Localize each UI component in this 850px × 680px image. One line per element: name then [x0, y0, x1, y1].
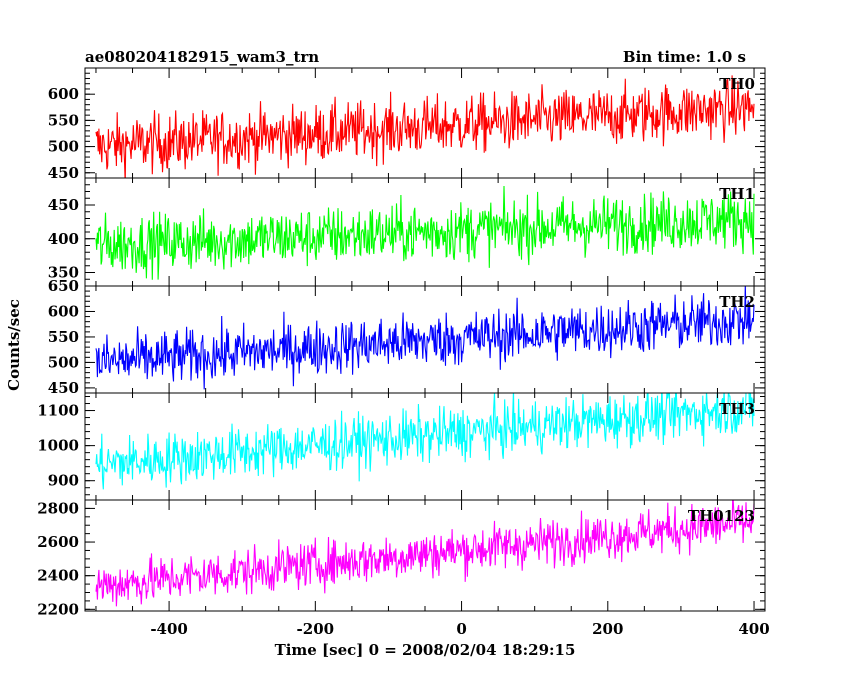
y-tick-label: 600 — [48, 85, 79, 103]
series-line-th2 — [95, 286, 755, 390]
y-tick-label: 2200 — [37, 600, 79, 618]
y-tick-label: 1100 — [37, 402, 79, 420]
y-tick-label: 2600 — [37, 533, 79, 551]
series-label-th1: TH1 — [719, 185, 755, 203]
y-tick-label: 500 — [48, 138, 79, 156]
y-tick-label: 350 — [48, 264, 79, 282]
y-tick-label: 450 — [48, 379, 79, 397]
x-tick-label: -200 — [297, 620, 335, 638]
x-tick-label: -400 — [150, 620, 188, 638]
y-tick-label: 1000 — [37, 437, 79, 455]
x-axis-label: Time [sec] 0 = 2008/02/04 18:29:15 — [275, 641, 576, 659]
y-tick-label: 650 — [48, 277, 79, 295]
y-tick-label: 550 — [48, 111, 79, 129]
y-tick-label: 450 — [48, 196, 79, 214]
series-label-th3: TH3 — [719, 400, 755, 418]
panel-group: 450 500 550 600 TH0 350 400 450 TH1 450 500 550 600 6… — [37, 67, 770, 638]
y-tick-label: 400 — [48, 230, 79, 248]
y-tick-label: 450 — [48, 164, 79, 182]
series-line-th0 — [95, 75, 755, 178]
x-tick-label: 200 — [592, 620, 623, 638]
series-label-th0: TH0 — [719, 75, 755, 93]
y-tick-label: 2400 — [37, 567, 79, 585]
series-line-th3 — [95, 393, 755, 490]
panel-frame-th3 — [84, 392, 766, 501]
bin-time-label: Bin time: 1.0 s — [623, 48, 746, 66]
y-axis-label: Counts/sec — [5, 299, 23, 391]
series-line-th0123 — [95, 500, 755, 607]
y-tick-label: 550 — [48, 328, 79, 346]
series-label-th0123: TH0123 — [688, 507, 755, 525]
x-tick-label: 0 — [456, 620, 466, 638]
series-line-th1 — [95, 185, 755, 280]
x-tick-label: 400 — [738, 620, 769, 638]
y-tick-label: 500 — [48, 353, 79, 371]
chart-title: ae080204182915_wam3_trn — [85, 48, 319, 66]
y-tick-label: 2800 — [37, 499, 79, 517]
series-label-th2: TH2 — [719, 293, 755, 311]
y-tick-label: 900 — [48, 472, 79, 490]
y-tick-label: 600 — [48, 302, 79, 320]
